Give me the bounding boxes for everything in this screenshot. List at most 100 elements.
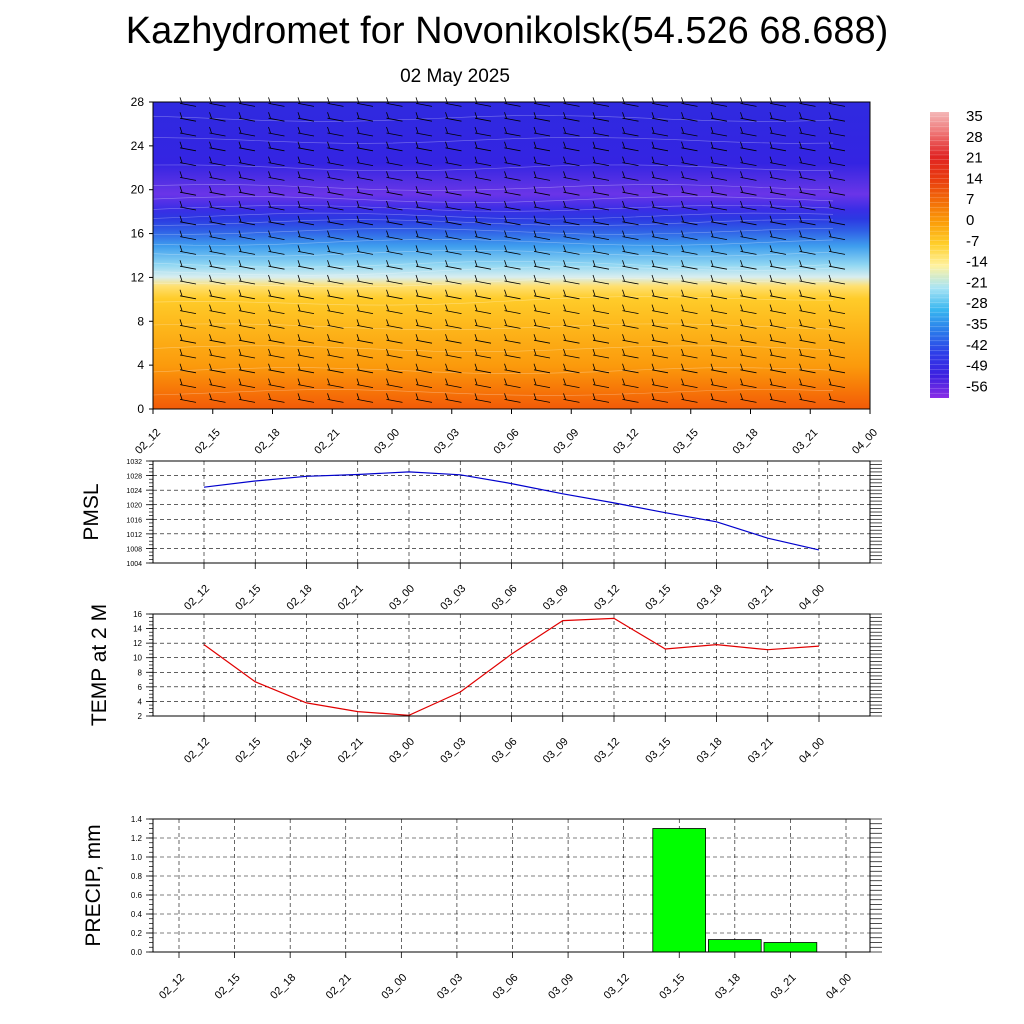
wind-barb — [799, 348, 816, 359]
wind-barb — [474, 126, 492, 137]
x-tick-label: 02_21 — [324, 972, 354, 1002]
wind-barb — [179, 126, 197, 137]
wind-barb — [356, 363, 374, 374]
wind-barb — [386, 126, 403, 137]
wind-barb — [563, 378, 580, 388]
colorbar-label: -14 — [966, 254, 988, 271]
contour-line — [152, 345, 834, 353]
wind-barb — [327, 274, 344, 285]
wind-barb — [504, 378, 521, 388]
wind-barb — [238, 274, 256, 285]
wind-barb — [179, 378, 197, 388]
x-tick-label: 03_18 — [713, 972, 743, 1002]
wind-barb — [415, 156, 433, 166]
wind-barb — [238, 200, 256, 211]
wind-barb — [209, 200, 226, 211]
wind-barb — [386, 363, 403, 374]
wind-barb — [386, 112, 403, 122]
wind-barb — [327, 304, 344, 314]
wind-barb — [238, 334, 256, 344]
colorbar: 35 28 21 14 7 0 -7 -14 -21 -28 -35 -42 -49 -56 — [930, 108, 988, 398]
wind-barb — [268, 215, 285, 226]
colorbar-label: -28 — [966, 295, 988, 312]
wind-barb — [799, 245, 816, 255]
wind-barb — [445, 200, 462, 211]
wind-barb — [238, 393, 256, 403]
wind-barb — [769, 348, 787, 359]
y-tick-label: 8 — [138, 668, 143, 677]
colorbar-label: 7 — [966, 191, 974, 208]
wind-barb — [681, 304, 698, 314]
wind-barb — [386, 260, 403, 270]
wind-barb — [622, 141, 639, 152]
wind-barb — [386, 186, 403, 196]
wind-barb — [297, 245, 315, 255]
wind-barb — [297, 126, 315, 137]
wind-barb — [592, 245, 610, 255]
wind-barb — [563, 348, 580, 359]
wind-barb — [415, 230, 433, 240]
gridlines — [153, 819, 870, 952]
wind-barb — [769, 112, 787, 122]
x-tick-label: 04_00 — [797, 583, 827, 613]
wind-barb — [622, 156, 639, 166]
y-tick-label: 8 — [137, 314, 144, 328]
wind-barb — [445, 141, 462, 152]
wind-barb — [238, 215, 256, 226]
wind-barb — [179, 274, 197, 285]
wind-barb — [268, 186, 285, 196]
wind-barb — [533, 363, 551, 374]
wind-barb — [799, 289, 816, 300]
x-tick-label: 03_09 — [541, 736, 571, 766]
colorbar-label: 35 — [966, 108, 983, 125]
wind-barb — [769, 126, 787, 137]
wind-barb — [415, 141, 433, 152]
x-tick-label: 03_00 — [379, 972, 409, 1002]
wind-barb — [651, 393, 669, 403]
wind-barb — [769, 319, 787, 329]
wind-barb — [799, 363, 816, 374]
wind-barb — [386, 348, 403, 359]
wind-barb — [356, 304, 374, 314]
wind-barb — [268, 200, 285, 211]
wind-barb — [740, 334, 757, 344]
wind-barb — [769, 393, 787, 403]
wind-barb — [474, 200, 492, 211]
wind-barb — [710, 156, 728, 166]
wind-barb — [622, 260, 639, 270]
wind-barb — [799, 171, 816, 181]
wind-barb — [622, 304, 639, 314]
wind-barb — [563, 393, 580, 403]
wind-barb — [681, 348, 698, 359]
wind-barb — [415, 186, 433, 196]
x-tick-label: 03_00 — [387, 736, 417, 766]
wind-barb — [297, 156, 315, 166]
x-tick-label: 04_00 — [797, 736, 827, 766]
y-tick-label: 0.2 — [131, 929, 143, 938]
chart-date: 02 May 2025 — [400, 66, 510, 87]
wind-barb — [533, 186, 551, 196]
wind-barb — [209, 141, 226, 152]
x-tick-label: 02_12 — [157, 972, 187, 1002]
wind-barb — [268, 334, 285, 344]
x-tick-label: 03_21 — [768, 972, 798, 1002]
wind-barb — [356, 215, 374, 226]
wind-barb — [681, 260, 698, 270]
wind-barb — [209, 274, 226, 285]
wind-barb — [681, 378, 698, 388]
wind-barb — [533, 171, 551, 181]
contour-lines — [152, 115, 834, 396]
colorbar-label: 14 — [966, 170, 983, 187]
wind-barb — [297, 363, 315, 374]
wind-barb — [799, 215, 816, 226]
wind-barb — [268, 363, 285, 374]
precip-bar — [763, 942, 818, 953]
wind-barb — [356, 319, 374, 329]
wind-barb — [327, 260, 344, 270]
wind-barb — [828, 304, 846, 314]
wind-barb — [710, 112, 728, 122]
wind-barb — [356, 334, 374, 344]
wind-barb — [828, 156, 846, 166]
x-tick-label: 03_03 — [438, 583, 468, 613]
wind-barb — [740, 348, 757, 359]
